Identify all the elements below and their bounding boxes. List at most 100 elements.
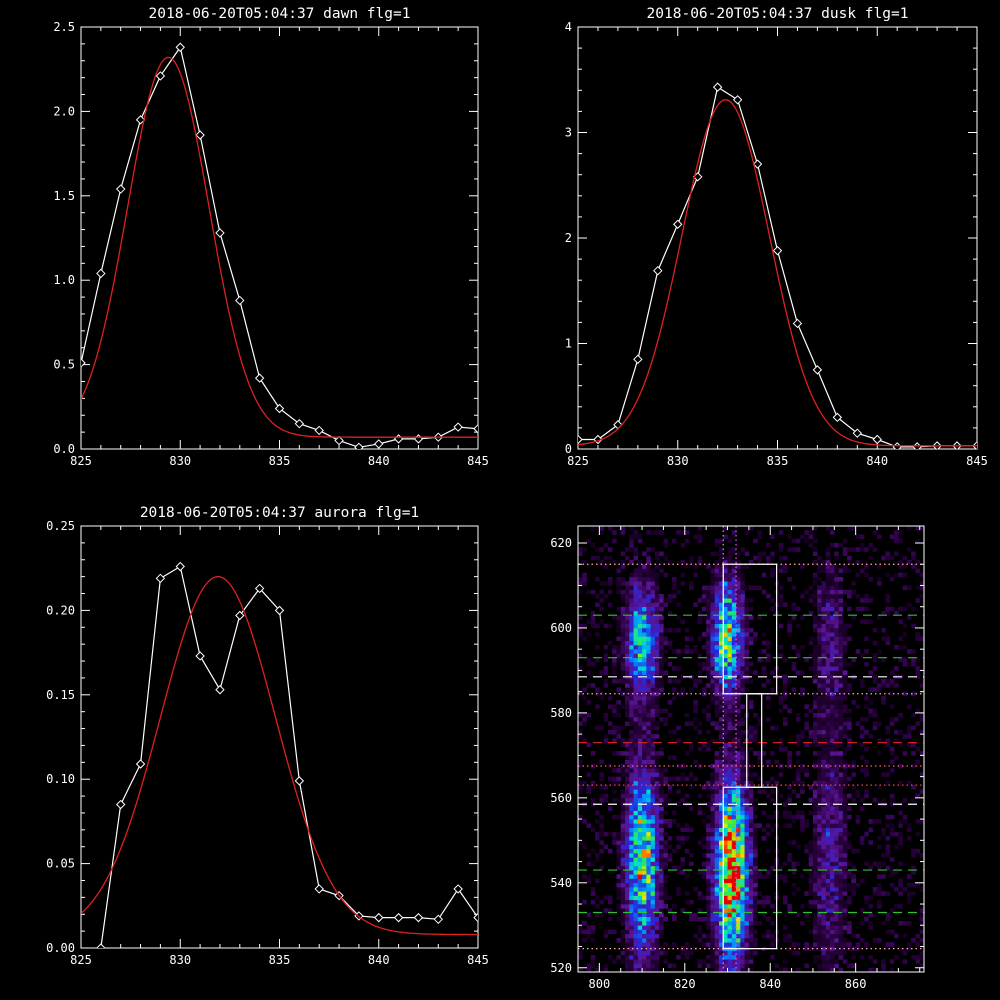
heatmap-cell: [663, 657, 668, 663]
plot-frame: [577, 525, 925, 973]
heatmap-cell: [855, 789, 861, 794]
heatmap-cell: [842, 912, 848, 918]
heatmap-cell: [761, 789, 767, 794]
heatmap-cell: [804, 742, 809, 748]
heatmap-cell: [731, 827, 737, 833]
heatmap-cell: [868, 555, 874, 561]
heatmap-cell: [676, 653, 681, 658]
heatmap-cell: [894, 729, 899, 735]
heatmap-cell: [659, 772, 664, 777]
heatmap-cell: [834, 776, 839, 782]
heatmap-cell: [620, 657, 626, 663]
heatmap-cell: [646, 942, 651, 947]
heatmap-cell: [761, 899, 767, 905]
heatmap-cell: [607, 704, 613, 709]
heatmap-cell: [847, 887, 852, 892]
heatmap-cell: [744, 806, 750, 811]
heatmap-cell: [744, 942, 750, 947]
heatmap-cell: [671, 627, 677, 633]
heatmap-cell: [736, 857, 741, 862]
heatmap-cell: [646, 593, 651, 599]
heatmap-cell: [731, 887, 737, 892]
heatmap-cell: [834, 623, 839, 629]
heatmap-cell: [740, 768, 745, 773]
heatmap-cell: [582, 721, 587, 726]
heatmap-cell: [706, 661, 711, 667]
heatmap-cell: [881, 700, 886, 705]
heatmap-cell: [748, 598, 754, 603]
heatmap-cell: [727, 865, 733, 871]
heatmap-cell: [663, 853, 668, 858]
heatmap-cell: [629, 814, 634, 820]
heatmap-cell: [710, 878, 715, 884]
heatmap-cell: [761, 572, 767, 578]
heatmap-cell: [723, 632, 728, 637]
heatmap-cell: [817, 568, 822, 574]
heatmap-cell: [817, 649, 822, 654]
heatmap-cell: [791, 606, 797, 612]
heatmap-cell: [731, 661, 737, 667]
heatmap-cell: [753, 865, 758, 871]
heatmap-cell: [830, 933, 835, 939]
heatmap-cell: [590, 929, 596, 935]
heatmap-cell: [646, 632, 651, 637]
heatmap-cell: [603, 657, 609, 663]
heatmap-cell: [637, 666, 643, 671]
heatmap-cell: [718, 615, 724, 620]
heatmap-cell: [710, 772, 715, 777]
heatmap-cell: [637, 695, 643, 701]
heatmap-cell: [663, 819, 668, 824]
heatmap-cell: [633, 738, 639, 743]
heatmap-cell: [727, 602, 733, 608]
heatmap-cell: [624, 678, 630, 684]
heatmap-cell: [825, 759, 831, 765]
heatmap-cell: [817, 627, 822, 633]
heatmap-cell: [659, 857, 664, 862]
heatmap-cell: [723, 942, 728, 947]
heatmap-cell: [671, 695, 677, 701]
heatmap-cell: [770, 555, 775, 561]
heatmap-cell: [642, 734, 647, 739]
heatmap-cell: [723, 627, 728, 633]
heatmap-cell: [714, 891, 720, 896]
heatmap-cell: [582, 572, 587, 578]
heatmap-cell: [851, 547, 856, 552]
heatmap-cell: [919, 950, 925, 956]
heatmap-cell: [689, 785, 694, 790]
heatmap-cell: [812, 955, 818, 960]
heatmap-cell: [710, 551, 715, 557]
heatmap-cell: [834, 751, 839, 756]
heatmap-cell: [877, 683, 882, 688]
heatmap-cell: [825, 623, 831, 629]
heatmap-cell: [710, 623, 715, 629]
heatmap-cell: [757, 921, 762, 926]
heatmap-cell: [667, 785, 673, 790]
heatmap-cell: [812, 593, 818, 599]
heatmap-cell: [736, 636, 741, 641]
heatmap-cell: [646, 891, 651, 896]
heatmap-cell: [671, 593, 677, 599]
heatmap-cell: [676, 615, 681, 620]
heatmap-cell: [753, 942, 758, 947]
heatmap-cell: [701, 708, 707, 714]
heatmap-cell: [706, 632, 711, 637]
heatmap-cell: [898, 823, 903, 828]
x-tick-label: 820: [674, 977, 696, 991]
heatmap-cell: [654, 959, 660, 964]
heatmap-cell: [624, 700, 630, 705]
heatmap-cell: [663, 874, 668, 879]
heatmap-cell: [834, 734, 839, 739]
heatmap-cell: [830, 772, 835, 777]
heatmap-cell: [659, 632, 664, 637]
heatmap-cell: [586, 589, 592, 595]
heatmap-cell: [710, 904, 715, 909]
heatmap-cell: [624, 955, 630, 960]
heatmap-cell: [714, 904, 720, 909]
heatmap-cell: [607, 640, 613, 646]
heatmap-cell: [723, 661, 728, 667]
heatmap-cell: [650, 870, 656, 875]
heatmap-cell: [842, 946, 848, 952]
heatmap-cell: [616, 853, 622, 858]
heatmap-cell: [620, 819, 626, 824]
heatmap-cell: [881, 683, 886, 688]
